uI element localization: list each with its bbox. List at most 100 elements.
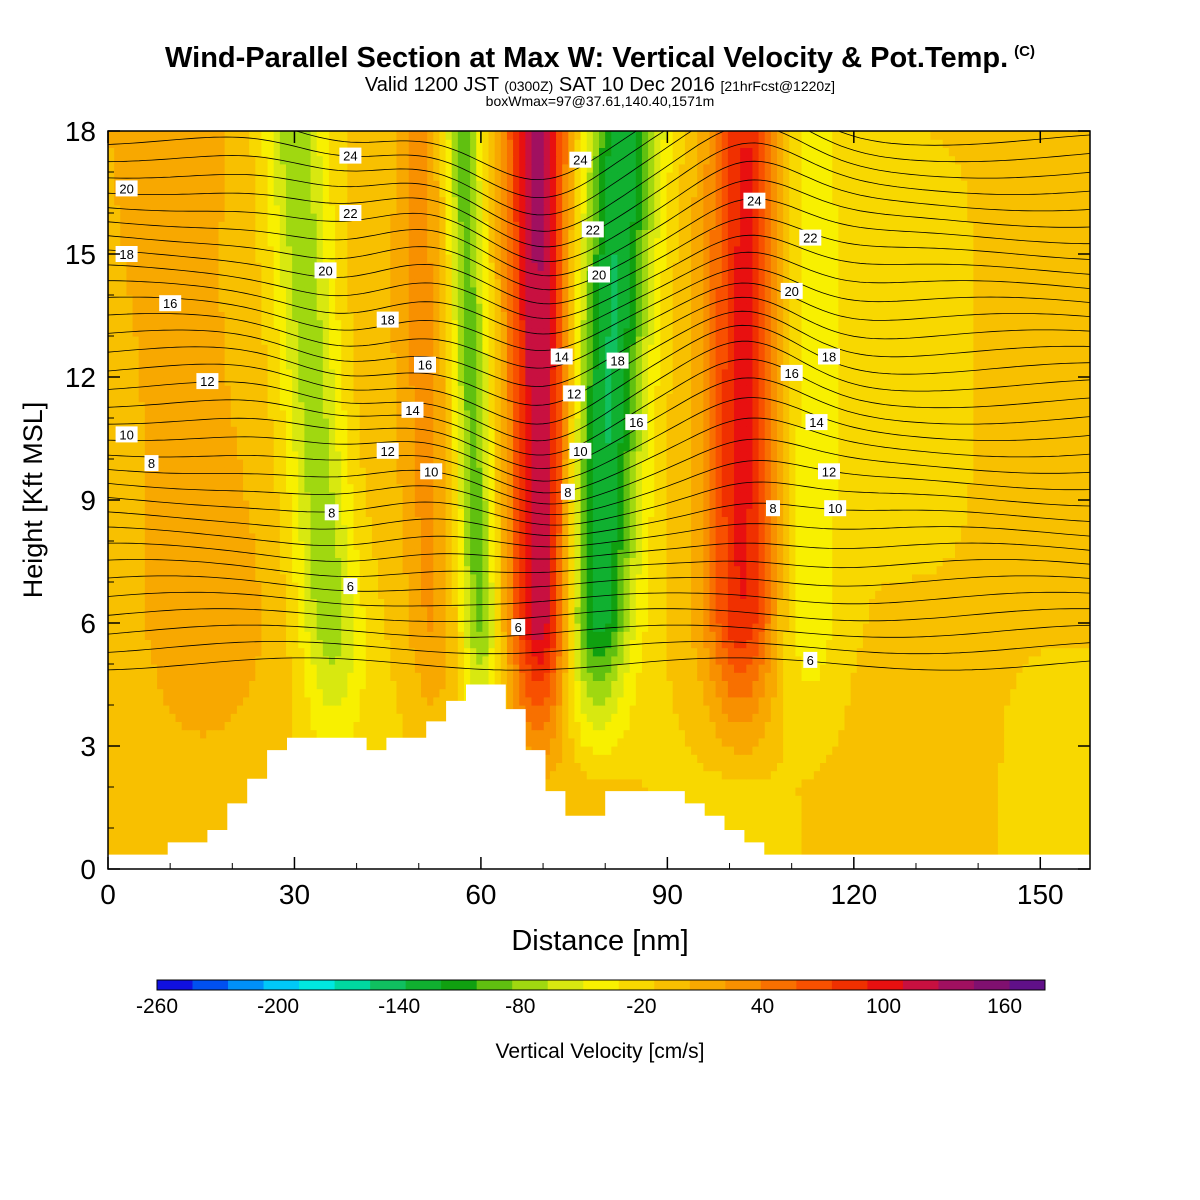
velocity-cell — [230, 770, 238, 780]
velocity-cell — [586, 762, 594, 772]
velocity-cell — [819, 713, 827, 722]
velocity-cell — [801, 778, 809, 788]
velocity-cell — [224, 746, 232, 755]
velocity-cell — [715, 680, 723, 690]
velocity-cell — [114, 696, 121, 706]
velocity-cell — [776, 811, 784, 821]
velocity-cell — [954, 639, 962, 649]
velocity-cell — [175, 672, 183, 681]
velocity-cell — [1083, 696, 1090, 706]
velocity-cell — [230, 737, 238, 747]
velocity-cell — [1047, 770, 1054, 780]
velocity-cell — [181, 819, 189, 829]
velocity-cell — [457, 639, 465, 649]
velocity-cell — [114, 795, 121, 804]
velocity-cell — [347, 631, 355, 640]
velocity-cell — [758, 770, 766, 780]
velocity-cell — [770, 705, 778, 714]
velocity-cell — [163, 819, 170, 829]
velocity-cell — [1047, 828, 1054, 837]
velocity-cell — [150, 721, 158, 731]
velocity-cell — [684, 795, 692, 804]
velocity-cell — [611, 655, 619, 665]
velocity-cell — [1034, 655, 1042, 665]
velocity-cell — [973, 737, 981, 747]
velocity-cell — [543, 778, 551, 788]
velocity-cell — [862, 713, 870, 722]
velocity-cell — [684, 672, 692, 681]
velocity-cell — [985, 737, 993, 747]
velocity-cell — [132, 639, 140, 649]
velocity-cell — [776, 762, 784, 772]
velocity-cell — [936, 787, 944, 796]
velocity-cell — [709, 696, 717, 706]
velocity-cell — [463, 639, 471, 649]
velocity-cell — [1071, 787, 1079, 796]
velocity-cell — [108, 655, 115, 665]
velocity-cell — [451, 680, 459, 690]
velocity-cell — [936, 828, 944, 837]
velocity-cell — [954, 664, 962, 673]
velocity-cell — [525, 655, 533, 665]
velocity-cell — [193, 836, 201, 845]
velocity-cell — [813, 811, 821, 821]
velocity-cell — [193, 631, 201, 640]
velocity-cell — [734, 696, 741, 706]
velocity-cell — [948, 787, 956, 796]
velocity-cell — [175, 614, 183, 624]
velocity-cell — [807, 737, 815, 747]
velocity-cell — [905, 844, 913, 854]
velocity-cell — [819, 795, 827, 804]
velocity-cell — [826, 696, 833, 706]
velocity-cell — [574, 631, 582, 640]
velocity-cell — [826, 762, 833, 772]
velocity-cell — [930, 836, 938, 845]
velocity-cell — [758, 795, 766, 804]
velocity-cell — [844, 762, 852, 772]
velocity-cell — [734, 639, 741, 649]
velocity-cell — [193, 787, 201, 796]
velocity-cell — [997, 713, 1005, 722]
velocity-cell — [230, 762, 238, 772]
velocity-cell — [623, 639, 631, 649]
velocity-cell — [506, 688, 514, 698]
velocity-cell — [206, 762, 213, 772]
velocity-cell — [249, 639, 256, 649]
velocity-cell — [144, 836, 152, 845]
velocity-cell — [684, 737, 692, 747]
velocity-cell — [819, 836, 827, 845]
velocity-cell — [660, 737, 668, 747]
velocity-cell — [912, 705, 919, 714]
velocity-cell — [549, 631, 557, 640]
velocity-cell — [985, 655, 993, 665]
velocity-cell — [672, 647, 680, 657]
velocity-cell — [623, 655, 631, 665]
velocity-cell — [371, 647, 379, 657]
velocity-cell — [592, 688, 600, 698]
velocity-cell — [641, 762, 649, 772]
velocity-cell — [635, 647, 643, 657]
velocity-cell — [776, 844, 784, 854]
velocity-cell — [770, 729, 778, 739]
velocity-cell — [807, 746, 815, 755]
velocity-cell — [580, 713, 588, 722]
velocity-cell — [912, 811, 919, 821]
velocity-cell — [629, 778, 637, 788]
velocity-cell — [1071, 770, 1079, 780]
velocity-cell — [869, 623, 876, 632]
velocity-cell — [531, 705, 539, 714]
velocity-cell — [740, 787, 747, 796]
velocity-cell — [292, 655, 299, 665]
velocity-cell — [181, 721, 189, 731]
velocity-cell — [212, 614, 220, 624]
velocity-cell — [451, 639, 459, 649]
velocity-cell — [936, 836, 944, 845]
velocity-cell — [1040, 680, 1048, 690]
velocity-cell — [328, 614, 336, 624]
velocity-cell — [991, 614, 999, 624]
velocity-cell — [150, 754, 158, 763]
velocity-cell — [1028, 770, 1036, 780]
velocity-cell — [789, 737, 796, 747]
velocity-cell — [1053, 696, 1060, 706]
velocity-cell — [961, 729, 968, 739]
